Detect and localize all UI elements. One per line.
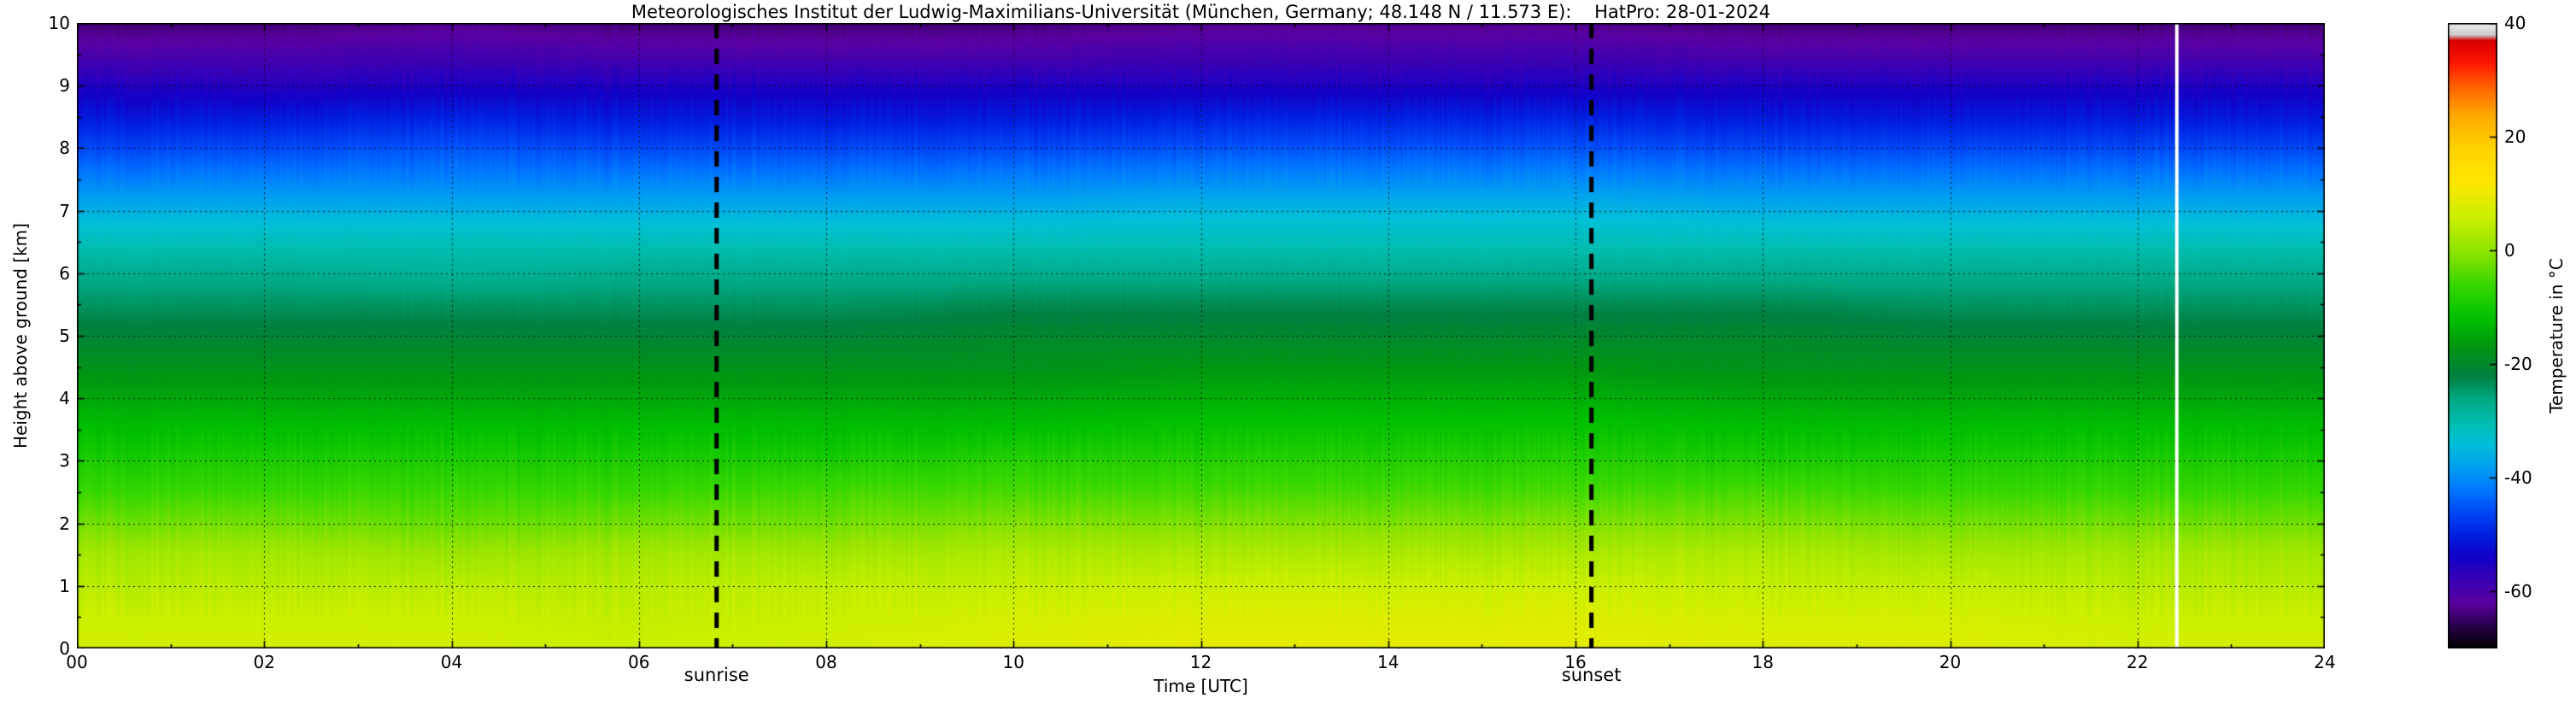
y-tick-label: 2	[59, 513, 70, 534]
colorbar-tick-label: 20	[2504, 126, 2526, 148]
x-tick-label: 24	[2314, 652, 2336, 672]
colorbar-axis-label: Temperature in °C	[2546, 258, 2567, 414]
x-tick-label: 18	[1752, 652, 1774, 672]
colorbar-canvas	[2448, 23, 2497, 648]
y-tick-label: 7	[59, 200, 70, 221]
sunrise-annotation-label: sunrise	[684, 665, 749, 685]
x-tick-label: 14	[1377, 652, 1399, 672]
y-tick-label: 3	[59, 450, 70, 472]
colorbar-tick-label: -20	[2504, 354, 2532, 375]
y-tick-label: 9	[59, 75, 70, 97]
x-tick-label: 08	[815, 652, 837, 672]
y-tick-label: 1	[59, 575, 70, 596]
sunset-annotation-label: sunset	[1561, 665, 1622, 685]
x-tick-label: 12	[1189, 652, 1212, 672]
x-tick-label: 10	[1002, 652, 1024, 672]
y-tick-label: 8	[59, 138, 70, 159]
y-tick-label: 6	[59, 262, 70, 284]
chart-title: Meteorologisches Institut der Ludwig-Max…	[631, 2, 1771, 22]
x-tick-label: 16	[1564, 652, 1587, 672]
temperature-heatmap-canvas	[77, 23, 2325, 648]
colorbar-tick-label: -60	[2504, 581, 2532, 602]
x-tick-label: 22	[2127, 652, 2149, 672]
y-tick-label: 5	[59, 326, 70, 346]
colorbar-tick-label: -40	[2504, 467, 2532, 489]
x-tick-label: 04	[440, 652, 463, 672]
x-tick-label: 00	[66, 652, 88, 672]
colorbar-tick-label: 0	[2504, 240, 2515, 261]
x-tick-label: 02	[253, 652, 275, 672]
y-tick-label: 10	[48, 13, 70, 33]
y-tick-label: 0	[59, 638, 70, 659]
x-tick-label: 20	[1939, 652, 1962, 672]
colorbar-tick-label: 40	[2504, 13, 2526, 33]
y-tick-label: 4	[59, 388, 70, 409]
x-tick-label: 06	[628, 652, 650, 672]
x-axis-label: Time [UTC]	[1153, 676, 1248, 696]
